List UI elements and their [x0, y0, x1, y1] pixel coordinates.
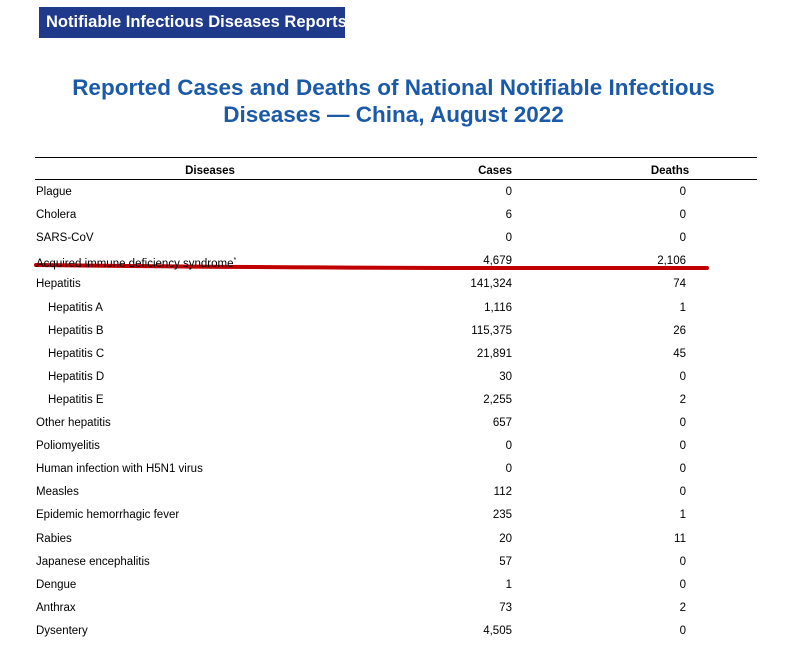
disease-name: Cholera	[36, 208, 76, 222]
disease-label: Cholera	[36, 209, 77, 222]
section-banner: Notifiable Infectious Diseases Reports	[39, 7, 347, 38]
cases-value: 4,505	[483, 624, 512, 637]
cases-value: 73	[499, 601, 512, 614]
column-header: Cases	[478, 165, 512, 177]
cases-value: 30	[499, 370, 512, 383]
footnote-mark: *	[233, 257, 237, 265]
deaths-value: 0	[679, 555, 686, 568]
disease-label: Acquired immune deficiency syndrome	[36, 258, 234, 271]
table-top-rule	[35, 157, 757, 158]
disease-label: Japanese encephalitis	[36, 555, 150, 568]
disease-name: Hepatitis D	[48, 370, 104, 384]
deaths-value: 0	[679, 463, 686, 476]
cases-value: 2,255	[483, 393, 512, 406]
deaths-value: 0	[679, 417, 686, 429]
cases-value: 115,375	[471, 324, 512, 337]
cases-value: 112	[493, 486, 512, 499]
deaths-value: 26	[673, 324, 686, 337]
cases-value: 4,679	[483, 255, 512, 268]
deaths-value: 0	[679, 186, 686, 198]
disease-label: Anthrax	[36, 601, 76, 614]
deaths-value: 1	[679, 509, 686, 522]
disease-name: Dysentery	[36, 624, 88, 638]
disease-label: Dysentery	[36, 624, 88, 637]
disease-label: Hepatitis	[36, 278, 81, 291]
cases-value: 0	[505, 440, 512, 453]
disease-label: Human infection with H5N1 virus	[36, 463, 203, 476]
disease-label: Epidemic hemorrhagic fever	[36, 509, 180, 522]
disease-name: Poliomyelitis	[36, 439, 100, 453]
disease-label: Hepatitis D	[48, 370, 105, 383]
cases-value: 57	[499, 555, 512, 568]
deaths-value: 74	[673, 278, 686, 291]
report-title: Reported Cases and Deaths of National No…	[0, 74, 787, 128]
disease-name: Rabies	[36, 532, 72, 546]
disease-name: Measles	[36, 485, 79, 499]
deaths-value: 2	[679, 601, 686, 614]
disease-label: Hepatitis A	[48, 301, 103, 314]
cases-value: 0	[505, 463, 512, 476]
deaths-value: 0	[679, 578, 686, 591]
disease-name: Hepatitis B	[48, 324, 104, 338]
red-underline	[34, 263, 709, 270]
title-line: Diseases — China, August 2022	[223, 102, 564, 127]
cases-value: 1,116	[484, 301, 512, 314]
deaths-value: 0	[679, 370, 686, 383]
disease-label: Rabies	[36, 532, 72, 545]
disease-name: Hepatitis A	[48, 301, 103, 315]
disease-label: Measles	[36, 486, 79, 499]
cases-value: 20	[499, 532, 512, 545]
disease-label: Dengue	[36, 578, 77, 591]
disease-label: Hepatitis E	[48, 393, 104, 406]
cases-value: 6	[505, 209, 512, 222]
cases-value: 0	[505, 186, 512, 198]
disease-name: Acquired immune deficiency syndrome*	[36, 254, 236, 271]
cases-value: 657	[492, 417, 512, 429]
cases-value: 21,891	[476, 347, 512, 360]
cases-value: 235	[492, 509, 512, 522]
disease-name: Other hepatitis	[36, 416, 111, 430]
disease-name: Hepatitis C	[48, 347, 104, 361]
disease-name: Anthrax	[36, 601, 76, 615]
column-header: Diseases	[185, 165, 235, 177]
disease-name: SARS-CoV	[36, 231, 94, 245]
disease-label: Hepatitis B	[48, 324, 104, 337]
column-header: Deaths	[650, 165, 690, 177]
disease-name: Human infection with H5N1 virus	[36, 462, 203, 476]
disease-name: Epidemic hemorrhagic fever	[36, 508, 179, 522]
deaths-value: 0	[679, 440, 686, 453]
deaths-value: 0	[679, 486, 686, 499]
deaths-value: 45	[673, 347, 686, 360]
disease-name: Japanese encephalitis	[36, 555, 150, 569]
deaths-value: 0	[679, 624, 686, 637]
deaths-value: 2,106	[657, 255, 686, 268]
cases-value: 141,324	[470, 278, 512, 291]
deaths-value: 11	[674, 532, 686, 545]
disease-name: Hepatitis E	[48, 393, 104, 407]
disease-label: Other hepatitis	[36, 417, 111, 429]
disease-label: Plague	[36, 186, 72, 198]
deaths-value: 1	[679, 301, 686, 314]
disease-label: Poliomyelitis	[36, 440, 100, 453]
cases-value: 0	[505, 232, 512, 245]
deaths-value: 0	[679, 209, 686, 222]
header-rule	[35, 179, 757, 180]
disease-name: Hepatitis	[36, 277, 81, 291]
disease-name: Dengue	[36, 578, 76, 592]
disease-label: Hepatitis C	[48, 347, 105, 360]
disease-label: SARS-CoV	[36, 232, 94, 245]
deaths-value: 2	[679, 393, 686, 406]
cases-value: 1	[505, 578, 512, 591]
deaths-value: 0	[679, 232, 686, 245]
disease-name: Plague	[36, 185, 72, 199]
title-line: Reported Cases and Deaths of National No…	[72, 75, 715, 100]
